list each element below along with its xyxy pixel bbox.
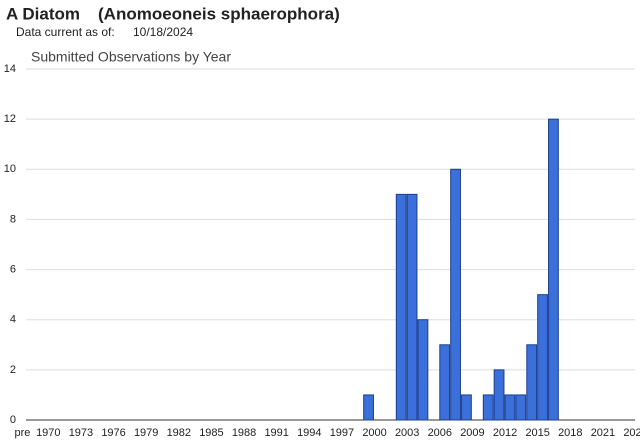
x-tick-label: 1994 [297, 427, 321, 439]
bar [417, 319, 429, 421]
x-tick-label: 2012 [493, 427, 517, 439]
x-tick-label: 1982 [167, 427, 191, 439]
x-tick-label: 2003 [395, 427, 419, 439]
x-tick-label: 1979 [134, 427, 158, 439]
x-tick-label: 1973 [69, 427, 93, 439]
y-tick-label: 8 [10, 213, 16, 225]
y-tick-label: 14 [4, 63, 16, 75]
scientific-name: (Anomoeoneis sphaerophora) [98, 4, 340, 23]
bar [526, 344, 538, 421]
bar [461, 394, 472, 421]
y-tick-label: 4 [10, 314, 16, 326]
bar [406, 193, 418, 421]
x-tick-label: 2018 [558, 427, 582, 439]
x-tick-label: 1976 [101, 427, 125, 439]
x-tick-label: 1988 [232, 427, 256, 439]
bar [450, 168, 461, 421]
page-title: A Diatom [6, 4, 80, 23]
x-tick-label: 2006 [428, 427, 452, 439]
x-tick-label: 2021 [591, 427, 615, 439]
bar [537, 294, 548, 421]
bar [439, 344, 451, 421]
x-tick-label: pre [14, 427, 30, 439]
x-tick-label: 1991 [264, 427, 288, 439]
bar [493, 369, 505, 421]
x-tick-label: 2009 [460, 427, 484, 439]
x-tick-label: 1997 [330, 427, 354, 439]
bar [515, 394, 527, 421]
x-tick-label: 2024 [623, 427, 640, 439]
y-tick-label: 2 [10, 364, 16, 376]
x-tick-label: 2015 [525, 427, 549, 439]
y-tick-label: 10 [4, 163, 16, 175]
bar [482, 394, 494, 421]
y-tick-label: 12 [4, 113, 16, 125]
chart-title: Submitted Observations by Year [31, 49, 231, 65]
x-tick-label: 1985 [199, 427, 223, 439]
x-tick-label: 2000 [362, 427, 386, 439]
bar [363, 394, 374, 421]
y-tick-label: 6 [10, 263, 16, 275]
y-tick-label: 0 [10, 414, 16, 426]
bar [395, 193, 407, 421]
x-tick-label: 1970 [36, 427, 60, 439]
bar [504, 394, 516, 421]
date-label: Data current as of: [16, 25, 115, 39]
bar [548, 118, 559, 421]
date: 10/18/2024 [133, 25, 193, 39]
